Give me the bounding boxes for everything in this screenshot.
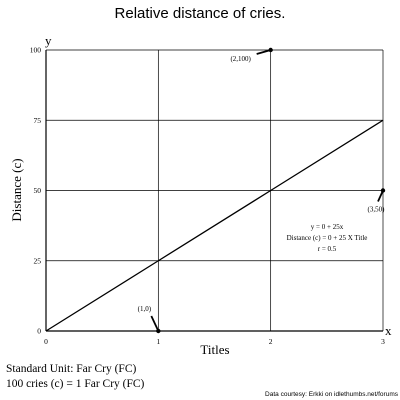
annotated-points: (1,0) (2,100) (3,50) [138,47,386,334]
point-leader-line [377,190,384,202]
y-tick-labels: 0 25 50 75 100 [30,46,42,336]
footnote-line: Standard Unit: Far Cry (FC) [6,363,136,375]
equation-line: r = 0.5 [318,245,337,253]
footnote: Standard Unit: Far Cry (FC) 100 cries (c)… [6,363,145,390]
equation-line: Distance (c) = 0 + 25 X Title [287,234,368,242]
y-tick-label: 0 [37,327,41,336]
y-tick-label: 50 [34,186,42,195]
x-tick-label: 3 [381,337,385,346]
x-axis-label: Titles [200,342,229,357]
series-line-0 [45,119,384,332]
x-tick-label: 1 [156,337,160,346]
y-axis-label: Distance (c) [9,158,24,221]
point-leader-line [150,315,160,332]
x-tick-label: 0 [44,337,48,346]
equation-line: y = 0 + 25x [311,223,344,231]
x-tick-labels: 0 1 2 3 [44,337,385,346]
y-tick-label: 75 [34,116,42,125]
y-axis-letter: y [45,33,52,48]
y-tick-label: 100 [30,46,42,55]
y-tick-label: 25 [34,256,42,265]
footnote-line: 100 cries (c) = 1 Far Cry (FC) [6,378,145,390]
point-leader-line [256,49,271,55]
x-axis-letter: x [385,323,392,338]
series-group [45,119,384,332]
grid-lines [46,49,384,331]
point-label: (3,50) [368,206,386,214]
point-label: (1,0) [138,305,152,313]
data-credit: Data courtesy: Erkki on idlethumbs.net/f… [265,391,399,398]
regression-equation: y = 0 + 25x Distance (c) = 0 + 25 X Title… [287,223,368,253]
point-label: (2,100) [230,55,251,63]
chart-title: Relative distance of cries. [115,5,286,22]
x-tick-label: 2 [269,337,273,346]
axes [45,50,383,332]
